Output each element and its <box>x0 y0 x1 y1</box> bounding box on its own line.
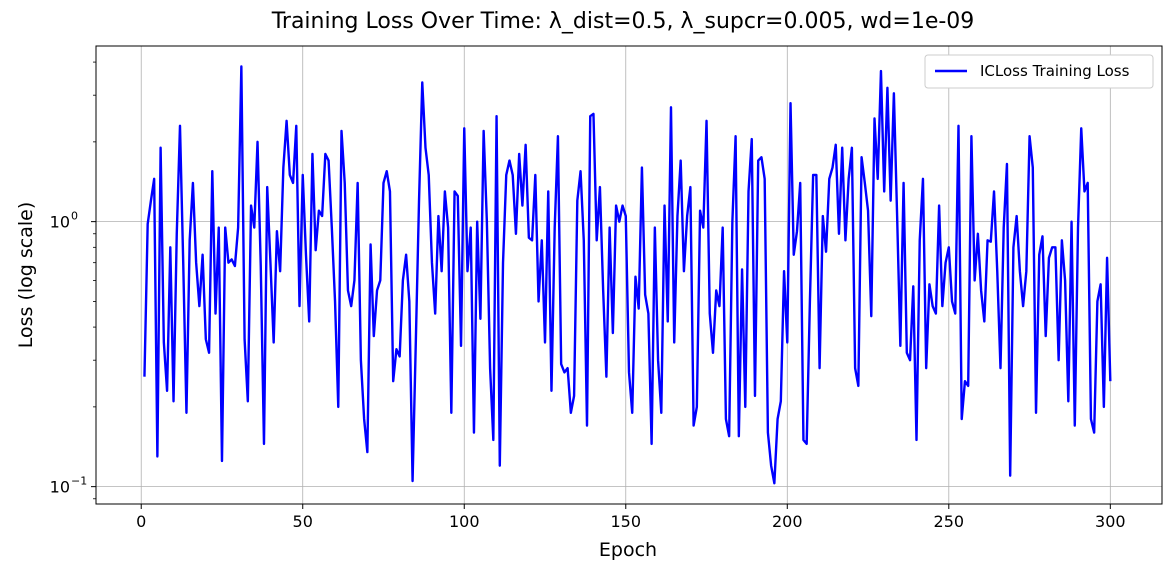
y-tick-label: 10 <box>50 478 70 497</box>
y-axis-label: Loss (log scale) <box>15 202 37 349</box>
x-tick-label: 200 <box>772 512 803 531</box>
x-tick-label: 0 <box>136 512 146 531</box>
legend-box <box>924 54 1154 89</box>
x-axis-label: Epoch <box>599 539 657 561</box>
y-tick-exponent: −1 <box>71 475 87 488</box>
x-tick-label: 300 <box>1095 512 1126 531</box>
plot-frame <box>95 45 1163 505</box>
series-layer <box>143 65 1112 485</box>
x-tick-label: 150 <box>610 512 641 531</box>
y-tick-label: 10 <box>50 213 70 232</box>
x-tick-label: 250 <box>934 512 965 531</box>
legend-label: ICLoss Training Loss <box>980 62 1130 80</box>
series-line <box>143 65 1112 485</box>
x-tick-label: 100 <box>449 512 480 531</box>
legend: ICLoss Training Loss <box>924 54 1154 89</box>
x-tick-label: 50 <box>293 512 313 531</box>
y-tick-exponent: 0 <box>71 210 78 223</box>
grid-lines <box>96 46 1162 504</box>
x-axis: 0 50 100 150 200 250 300 <box>136 504 1126 531</box>
chart-title: Training Loss Over Time: λ_dist=0.5, λ_s… <box>271 9 975 34</box>
